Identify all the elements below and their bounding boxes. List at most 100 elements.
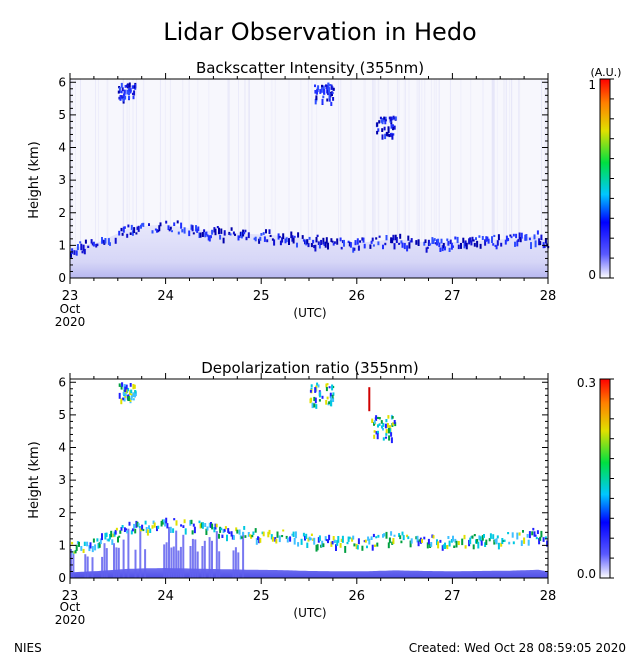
depolarization-layer-top-pixel [432,535,435,539]
backscatter-layer-top-pixel [197,226,200,232]
depolarization-layer-top-pixel [192,523,195,527]
backscatter-cloud-pixel [131,85,134,89]
backscatter-colorbar-max: 1 [588,78,596,92]
backscatter-layer-top-pixel [406,245,409,252]
backscatter-layer-top-pixel [92,241,95,247]
backscatter-layer-top-pixel [102,239,105,244]
backscatter-layer-top-pixel [408,242,411,249]
depolarization-layer-top-pixel [441,545,444,551]
backscatter-cloud-pixel [128,91,130,95]
depolarization-layer-top-pixel [377,534,380,538]
backscatter-layer-top-pixel [135,232,138,235]
backscatter-noise-streak [408,79,410,278]
depolarization-layer-top-pixel [125,528,128,531]
backscatter-noise-streak [95,79,96,278]
depolarization-layer-top-pixel [106,538,109,542]
depolarization-aerosol-column [113,543,115,578]
backscatter-layer-top-pixel [353,247,356,251]
backscatter-layer-top-pixel [336,238,339,245]
backscatter-layer-top-pixel [191,225,194,232]
depolarization-cloud-pixel [390,437,393,444]
backscatter-layer-top-pixel [525,234,528,241]
backscatter-layer-top-pixel [372,244,375,247]
depolarization-layer-top-pixel [119,530,122,534]
backscatter-noise-streak [546,79,548,278]
depolarization-cloud-pixel [390,432,393,437]
backscatter-layer-top-pixel [218,227,220,235]
depolarization-cloud-pixel [123,397,126,402]
backscatter-layer-top-pixel [370,240,373,244]
backscatter-layer-top-pixel [377,241,380,246]
depolarization-x-label: (UTC) [293,606,326,620]
backscatter-layer-top-pixel [423,241,426,246]
backscatter-layer-top-pixel [285,237,288,243]
depolarization-layer-top-pixel [270,534,273,540]
depolarization-cloud-pixel [373,430,376,433]
backscatter-layer-top-pixel [198,232,201,238]
backscatter-layer-top-pixel [205,231,208,236]
backscatter-noise-streak [143,79,145,278]
backscatter-layer-top-pixel [207,235,210,241]
backscatter-y-tick-label: 6 [58,75,66,89]
backscatter-layer-top-pixel [515,233,518,239]
backscatter-cloud-pixel [328,93,331,99]
backscatter-layer-top-pixel [219,234,222,240]
depolarization-layer-top-pixel [527,539,530,546]
backscatter-layer-top-pixel [478,235,481,238]
depolarization-cloud-pixel [122,391,125,395]
backscatter-noise-streak [421,79,423,278]
backscatter-cloud-pixel [393,125,396,130]
backscatter-cloud-pixel [118,96,121,100]
backscatter-layer-top-pixel [485,236,488,242]
backscatter-cloud-pixel [378,120,381,124]
depolarization-layer-top-pixel [393,534,396,537]
depolarization-layer-top-pixel [448,540,451,547]
depolarization-y-tick-label: 3 [58,473,66,487]
depolarization-layer-top-pixel [402,535,405,541]
backscatter-cloud-pixel [391,124,394,127]
backscatter-layer-top-pixel [431,237,434,244]
depolarization-layer-top-pixel [161,519,164,525]
backscatter-layer-top-pixel [269,234,272,237]
depolarization-layer-top-pixel [476,539,479,544]
backscatter-layer-top-pixel [481,236,484,240]
backscatter-layer-top-pixel [492,243,495,246]
depolarization-layer-top-pixel [523,537,526,544]
depolarization-layer-top-pixel [173,518,176,521]
backscatter-layer-top-pixel [341,240,344,244]
depolarization-cloud-pixel [118,383,121,387]
backscatter-layer-top-pixel [208,235,211,242]
depolarization-cloud-pixel [377,416,379,419]
depolarization-layer-top-pixel [94,544,97,551]
depolarization-cloud-pixel [127,387,130,392]
depolarization-layer-top-pixel [175,520,178,526]
backscatter-cloud-pixel [321,84,323,88]
depolarization-layer-top-pixel [479,536,482,542]
backscatter-x-label: (UTC) [293,306,326,320]
depolarization-layer-top-pixel [333,539,336,544]
backscatter-cloud-pixel [332,87,335,91]
depolarization-layer-top-pixel [387,542,390,549]
backscatter-layer-top-pixel [352,247,355,253]
backscatter-layer-top-pixel [473,242,476,247]
backscatter-layer-top-pixel [447,241,450,246]
backscatter-noise-streak [482,79,484,278]
depolarization-layer-top-pixel [98,542,101,548]
depolarization-cloud-pixel [377,430,379,434]
backscatter-layer-top-pixel [239,231,242,237]
depolarization-layer-top-pixel [427,538,430,545]
page-title: Lidar Observation in Hedo [163,18,477,46]
depolarization-y-tick-label: 6 [58,375,66,389]
backscatter-layer-top-pixel [371,237,374,242]
backscatter-layer-top-pixel [469,237,472,243]
backscatter-layer-top-pixel [234,233,236,236]
backscatter-layer-top-pixel [192,232,195,235]
depolarization-layer-top-pixel [164,520,167,527]
depolarization-aerosol-column [218,551,221,578]
backscatter-cloud-pixel [328,97,331,102]
depolarization-layer-top-pixel [495,538,498,545]
backscatter-noise-streak [135,79,137,278]
backscatter-layer-top-pixel [427,239,430,246]
backscatter-cloud-pixel [133,90,136,96]
depolarization-cloud-pixel [375,431,378,435]
